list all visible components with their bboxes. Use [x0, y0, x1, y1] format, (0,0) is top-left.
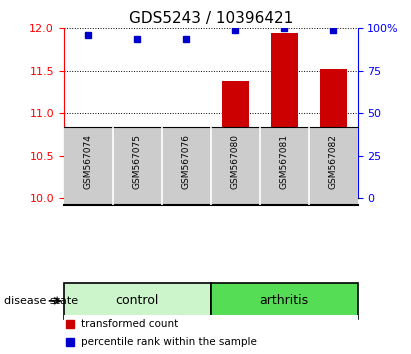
Text: GSM567080: GSM567080 — [231, 134, 240, 189]
Bar — [124, 185, 151, 198]
Bar — [270, 33, 298, 198]
Text: GSM567081: GSM567081 — [279, 134, 289, 189]
Text: GSM567082: GSM567082 — [328, 134, 337, 189]
Text: transformed count: transformed count — [81, 319, 179, 329]
Text: disease state: disease state — [4, 296, 78, 306]
Bar — [173, 166, 200, 198]
Bar — [320, 69, 346, 198]
Text: arthritis: arthritis — [259, 295, 309, 307]
Bar — [64, 283, 210, 319]
Bar — [222, 81, 249, 198]
Bar — [75, 145, 102, 198]
Text: GSM567076: GSM567076 — [182, 134, 191, 189]
Text: GSM567074: GSM567074 — [84, 134, 93, 189]
Bar — [211, 283, 358, 319]
Text: control: control — [115, 295, 159, 307]
Text: percentile rank within the sample: percentile rank within the sample — [81, 337, 257, 347]
Title: GDS5243 / 10396421: GDS5243 / 10396421 — [129, 11, 293, 26]
Text: GSM567075: GSM567075 — [133, 134, 142, 189]
